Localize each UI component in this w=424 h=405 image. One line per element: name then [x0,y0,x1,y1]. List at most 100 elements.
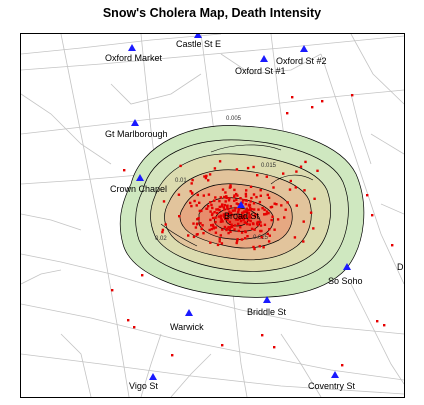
pump-triangle-icon [149,373,157,380]
death-marker [283,216,286,219]
death-marker [225,217,229,220]
death-marker [237,207,241,210]
death-marker [256,174,259,177]
death-marker [202,194,205,197]
death-marker [286,201,289,204]
death-marker [252,245,255,249]
death-marker [247,219,250,222]
death-marker [195,223,199,226]
death-marker [233,199,236,202]
pump-triangle-icon [237,201,245,208]
pump-markers: Oxford Market Castle St E Oxford St #1 O… [105,34,404,391]
death-marker [280,204,283,207]
pump-gt-marlborough: Gt Marlborough [105,119,168,139]
death-marker [219,234,222,237]
death-marker [207,193,211,196]
death-marker [229,184,232,187]
death-marker [219,196,222,199]
death-marker [245,189,248,192]
death-marker [224,217,227,220]
death-marker [304,160,307,164]
death-marker [213,211,216,214]
pump-triangle-icon [260,55,268,62]
death-marker [262,246,265,249]
death-marker [210,203,213,207]
pump-warwick: Warwick [170,309,204,332]
death-marker [207,205,210,208]
death-marker [236,238,239,241]
death-marker [224,200,227,203]
pump-label: Castle St E [176,39,221,49]
death-marker [252,193,256,196]
death-marker [225,213,228,216]
death-marker [243,221,246,224]
pump-label: Coventry St [308,381,356,391]
pump-label: So Soho [328,276,363,286]
pump-triangle-icon [131,119,139,126]
pump-triangle-icon [331,371,339,378]
death-marker [235,202,238,205]
death-marker [203,175,206,178]
death-marker [216,243,220,247]
death-marker [192,235,196,239]
death-marker [270,218,273,222]
death-marker [312,227,315,230]
death-marker [245,210,248,213]
pump-label: Briddle St [247,307,287,317]
death-marker [223,195,226,199]
death-marker [209,201,212,204]
death-marker [302,220,305,223]
death-marker [273,346,276,349]
death-marker [197,217,200,220]
death-marker [215,211,219,215]
death-marker [275,203,278,206]
death-marker [214,216,217,219]
death-marker [220,205,223,208]
death-marker [286,112,289,115]
death-marker [221,228,224,231]
death-marker [237,203,240,206]
death-marker [239,197,242,200]
death-marker [260,229,263,233]
pump-vigo-st: Vigo St [129,373,158,391]
death-marker [192,222,195,225]
death-marker [241,201,244,204]
pump-triangle-icon [343,263,351,270]
death-marker [201,224,204,227]
death-marker [253,215,257,218]
death-marker [217,215,220,218]
death-marker [228,186,232,189]
pump-crown-chapel: Crown Chapel [110,174,167,194]
death-marker [376,320,379,323]
death-marker [234,206,237,210]
death-marker [222,214,225,217]
death-marker [252,202,256,205]
death-marker [179,164,182,168]
death-marker [210,213,214,217]
death-marker [177,193,181,196]
death-marker [228,210,231,213]
death-marker [366,194,369,197]
death-marker [313,197,316,200]
death-marker [223,203,226,207]
death-markers [111,94,394,367]
death-marker [255,195,258,199]
death-marker [231,209,235,212]
death-marker [209,210,212,213]
death-marker [293,236,297,239]
death-marker [220,242,224,245]
death-marker [289,179,292,183]
death-marker [259,224,263,227]
death-marker [253,228,256,231]
pump-label: D [397,262,404,272]
death-marker [299,165,303,168]
death-marker [265,175,268,178]
contour-label: 0.015 [261,163,277,169]
death-marker [189,201,192,205]
death-marker [263,213,266,216]
death-marker [260,236,263,239]
death-marker [248,208,251,212]
density-surface [119,125,365,298]
death-marker [241,214,244,217]
death-marker [162,200,166,203]
